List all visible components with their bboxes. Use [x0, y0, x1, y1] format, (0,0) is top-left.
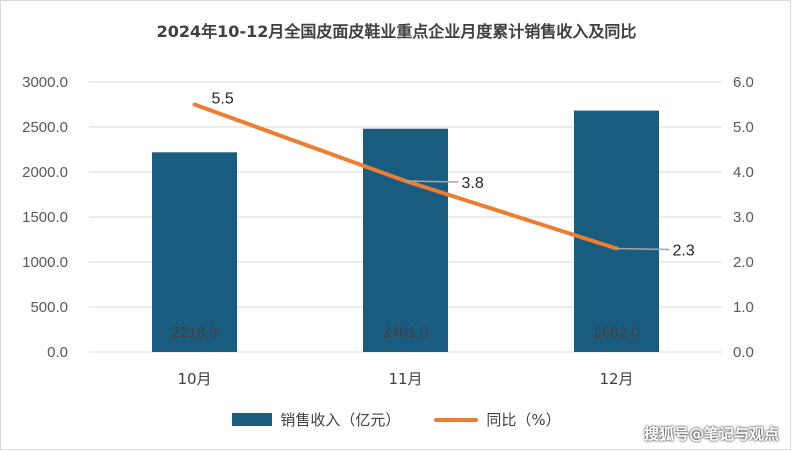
legend-item-yoy: 同比（%） [434, 409, 561, 430]
y-left-tick-label: 1000.0 [22, 254, 68, 271]
legend-bar-swatch [232, 413, 273, 426]
label-leader-line [616, 247, 670, 251]
y-right-tick-label: 0.0 [733, 344, 754, 361]
x-category-label: 12月 [599, 370, 633, 388]
y-left-tick-label: 0.0 [47, 344, 68, 361]
y-right-tick-label: 3.0 [733, 209, 754, 226]
label-leader-line [405, 180, 459, 183]
y-left-tick-label: 2500.0 [22, 119, 68, 136]
chart-title: 2024年10-12月全国皮面皮鞋业重点企业月度累计销售收入及同比 [156, 22, 637, 41]
x-category-label: 10月 [177, 370, 211, 388]
line-data-label: 2.3 [673, 243, 695, 260]
legend-label-sales: 销售收入（亿元） [280, 411, 401, 429]
watermark: 搜狐号@笔记与观点 [643, 425, 779, 443]
bar [363, 128, 448, 352]
legend-label-yoy: 同比（%） [486, 411, 561, 429]
legend-item-sales: 销售收入（亿元） [232, 409, 400, 430]
y-right-tick-label: 1.0 [733, 299, 754, 316]
bar-data-label: 2218.9 [172, 324, 218, 341]
line-data-label: 3.8 [462, 175, 484, 192]
legend-line-swatch [434, 417, 479, 422]
y-right-tick-label: 2.0 [733, 254, 754, 271]
bar [574, 110, 659, 353]
bar-data-label: 2682.0 [594, 324, 640, 341]
bar-data-label: 2481.0 [383, 324, 429, 341]
y-right-tick-label: 5.0 [733, 119, 754, 136]
line-data-label: 5.5 [212, 91, 234, 108]
y-right-tick-label: 6.0 [733, 74, 754, 91]
legend: 销售收入（亿元） 同比（%） [0, 409, 793, 430]
y-left-tick-label: 500.0 [30, 299, 68, 316]
x-category-label: 11月 [388, 370, 422, 388]
bar [152, 152, 237, 352]
y-left-tick-label: 3000.0 [22, 74, 68, 91]
y-left-tick-label: 1500.0 [22, 209, 68, 226]
y-left-tick-label: 2000.0 [22, 164, 68, 181]
y-right-tick-label: 4.0 [733, 164, 754, 181]
